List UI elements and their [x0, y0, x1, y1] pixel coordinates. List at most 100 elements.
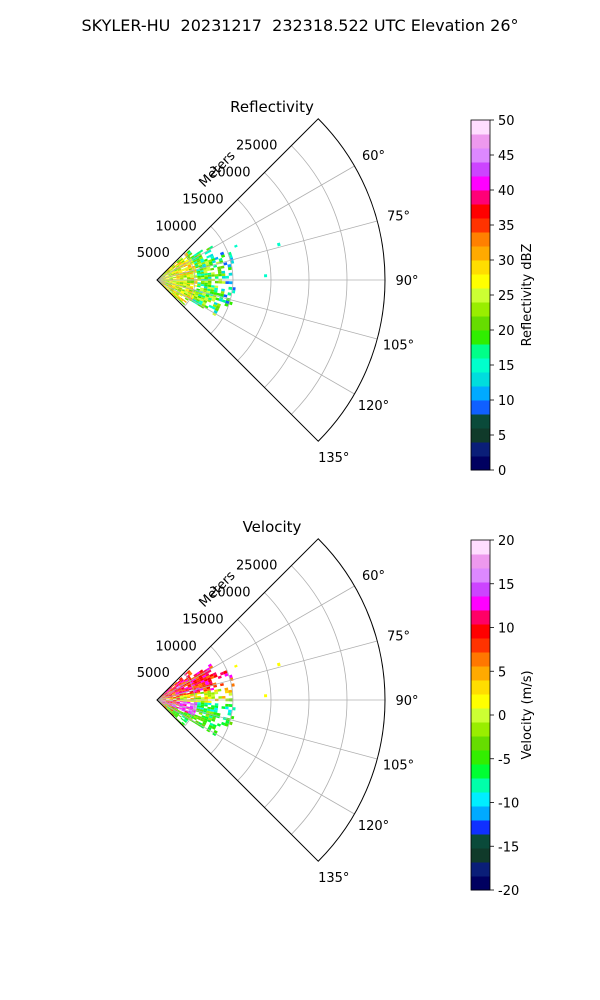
echo-cell: [209, 673, 214, 678]
echo-cell: [211, 705, 215, 708]
echo-cell: [224, 687, 229, 691]
echo-cell: [164, 274, 169, 277]
echo-cell: [205, 294, 210, 298]
echo-cell: [212, 672, 217, 676]
echo-cell: [186, 286, 190, 289]
echo-cell: [176, 698, 180, 700]
echo-cell: [165, 282, 169, 285]
echo-cell: [172, 284, 176, 287]
echo-cell: [214, 703, 219, 706]
echo-cell: [181, 689, 186, 692]
echo-cell: [188, 678, 193, 682]
echo-cell: [171, 270, 175, 274]
echo-cell: [189, 717, 193, 721]
echo-cell: [205, 262, 210, 266]
echo-cell: [184, 259, 189, 263]
echo-cell: [166, 269, 170, 272]
echo-cell: [181, 681, 186, 685]
echo-cell: [189, 285, 194, 288]
echo-cell: [172, 696, 177, 698]
echo-cell: [197, 697, 201, 700]
echo-cell: [186, 249, 191, 254]
echo-cell: [182, 272, 187, 275]
echo-cell: [187, 677, 192, 681]
echo-cell: [189, 297, 193, 301]
echo-cell: [207, 706, 212, 710]
echo-cell: [213, 712, 218, 716]
colorbar-segment: [471, 540, 490, 555]
echo-cell: [173, 687, 177, 690]
echo-cell: [218, 281, 222, 284]
colorbar-segment: [471, 722, 490, 737]
echo-cell: [196, 288, 201, 291]
colorbar-segment: [471, 148, 490, 163]
echo-cell: [190, 262, 195, 266]
echo-cell: [169, 288, 174, 292]
echo-cell: [215, 297, 220, 301]
echo-cell: [183, 293, 187, 297]
echo-cell: [200, 269, 204, 273]
echo-cell: [197, 700, 201, 703]
echo-cell: [175, 285, 180, 288]
echo-cell: [203, 298, 208, 302]
echo-cell: [213, 674, 218, 678]
velocity-colorbar-ticks: -20 -15 -10 -5 0 5 10 15 20: [498, 534, 519, 899]
echo-cell: [186, 669, 191, 674]
colorbar-segment: [471, 344, 490, 359]
echo-cell: [169, 280, 173, 282]
echo-cell: [191, 293, 195, 296]
echo-cell: [186, 681, 190, 685]
echo-cell: [206, 728, 211, 733]
echo-cell: [202, 293, 206, 297]
echo-cell: [227, 712, 232, 716]
echo-cell: [211, 274, 215, 277]
echo-cell: [184, 718, 188, 722]
echo-cell: [174, 270, 179, 273]
echo-cell: [172, 266, 177, 270]
echo-cell: [207, 677, 212, 681]
echo-cell: [207, 694, 212, 697]
echo-cell: [162, 276, 166, 279]
echo-cell: [178, 263, 183, 266]
echo-cell: [196, 298, 200, 302]
echo-cell: [203, 708, 208, 711]
echo-cell: [187, 257, 192, 261]
echo-cell: [201, 295, 206, 299]
echo-cell: [171, 285, 176, 287]
echo-cell: [176, 281, 180, 283]
echo-cell: [183, 678, 188, 682]
echo-cell: [183, 282, 187, 284]
echo-cell: [186, 295, 190, 299]
echo-cell: [165, 698, 170, 700]
echo-cell: [186, 283, 191, 286]
echo-cell: [214, 256, 219, 261]
colorbar-segment: [471, 610, 490, 625]
echo-cell: [206, 255, 211, 259]
echo-cell: [161, 695, 166, 698]
echo-cell: [207, 669, 212, 674]
echo-cell: [228, 286, 233, 290]
echo-cell: [170, 708, 174, 711]
echo-cell: [164, 285, 168, 288]
echo-cell: [172, 291, 176, 295]
echo-cell: [207, 274, 212, 277]
echo-cell: [174, 294, 178, 298]
echo-cell: [203, 669, 208, 673]
echo-cell: [180, 266, 185, 269]
echo-cell: [168, 285, 172, 288]
echo-cell: [185, 267, 189, 271]
echo-cell: [202, 674, 207, 679]
echo-cell: [172, 282, 177, 284]
echo-cell: [179, 678, 184, 682]
echo-cell: [183, 275, 187, 278]
echo-cell: [178, 269, 182, 272]
echo-cell: [190, 703, 194, 705]
echo-cell: [182, 284, 187, 287]
echo-cell: [175, 274, 180, 276]
echo-cell: [204, 305, 209, 309]
echo-cell: [207, 679, 212, 683]
echo-cell: [211, 257, 216, 262]
reflectivity-angular-tick: 75°: [387, 209, 410, 224]
echo-cell: [193, 261, 198, 265]
echo-cell: [196, 259, 201, 263]
